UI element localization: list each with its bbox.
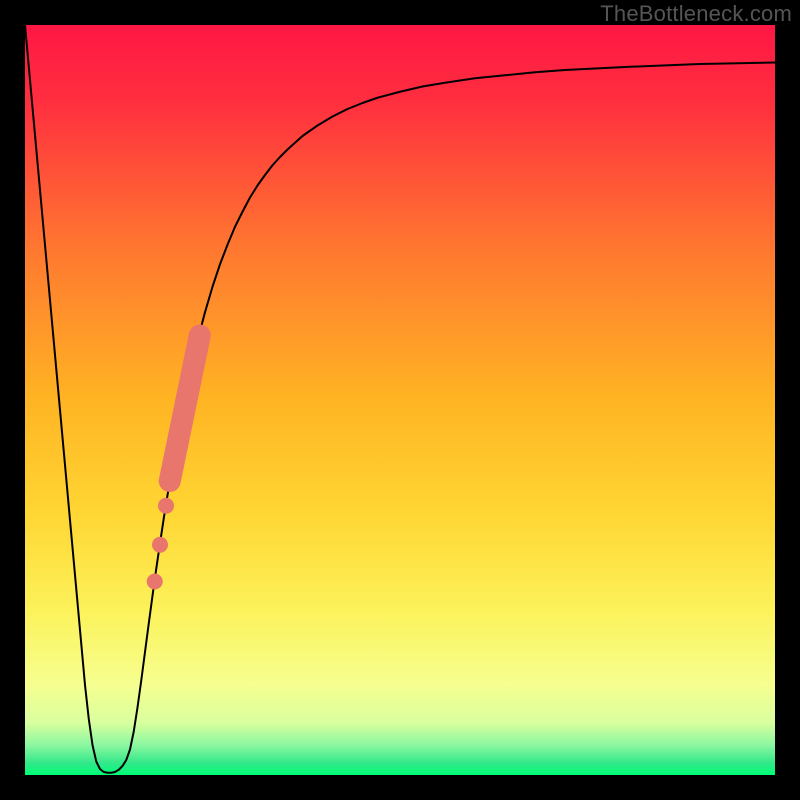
gradient-background — [25, 25, 775, 775]
highlight-dot-2 — [158, 498, 174, 514]
highlight-dot-0 — [147, 574, 163, 590]
plot-area — [25, 25, 775, 775]
highlight-dot-1 — [152, 537, 168, 553]
chart-svg — [25, 25, 775, 775]
watermark-label: TheBottleneck.com — [600, 1, 792, 27]
bottleneck-chart: TheBottleneck.com — [0, 0, 800, 800]
